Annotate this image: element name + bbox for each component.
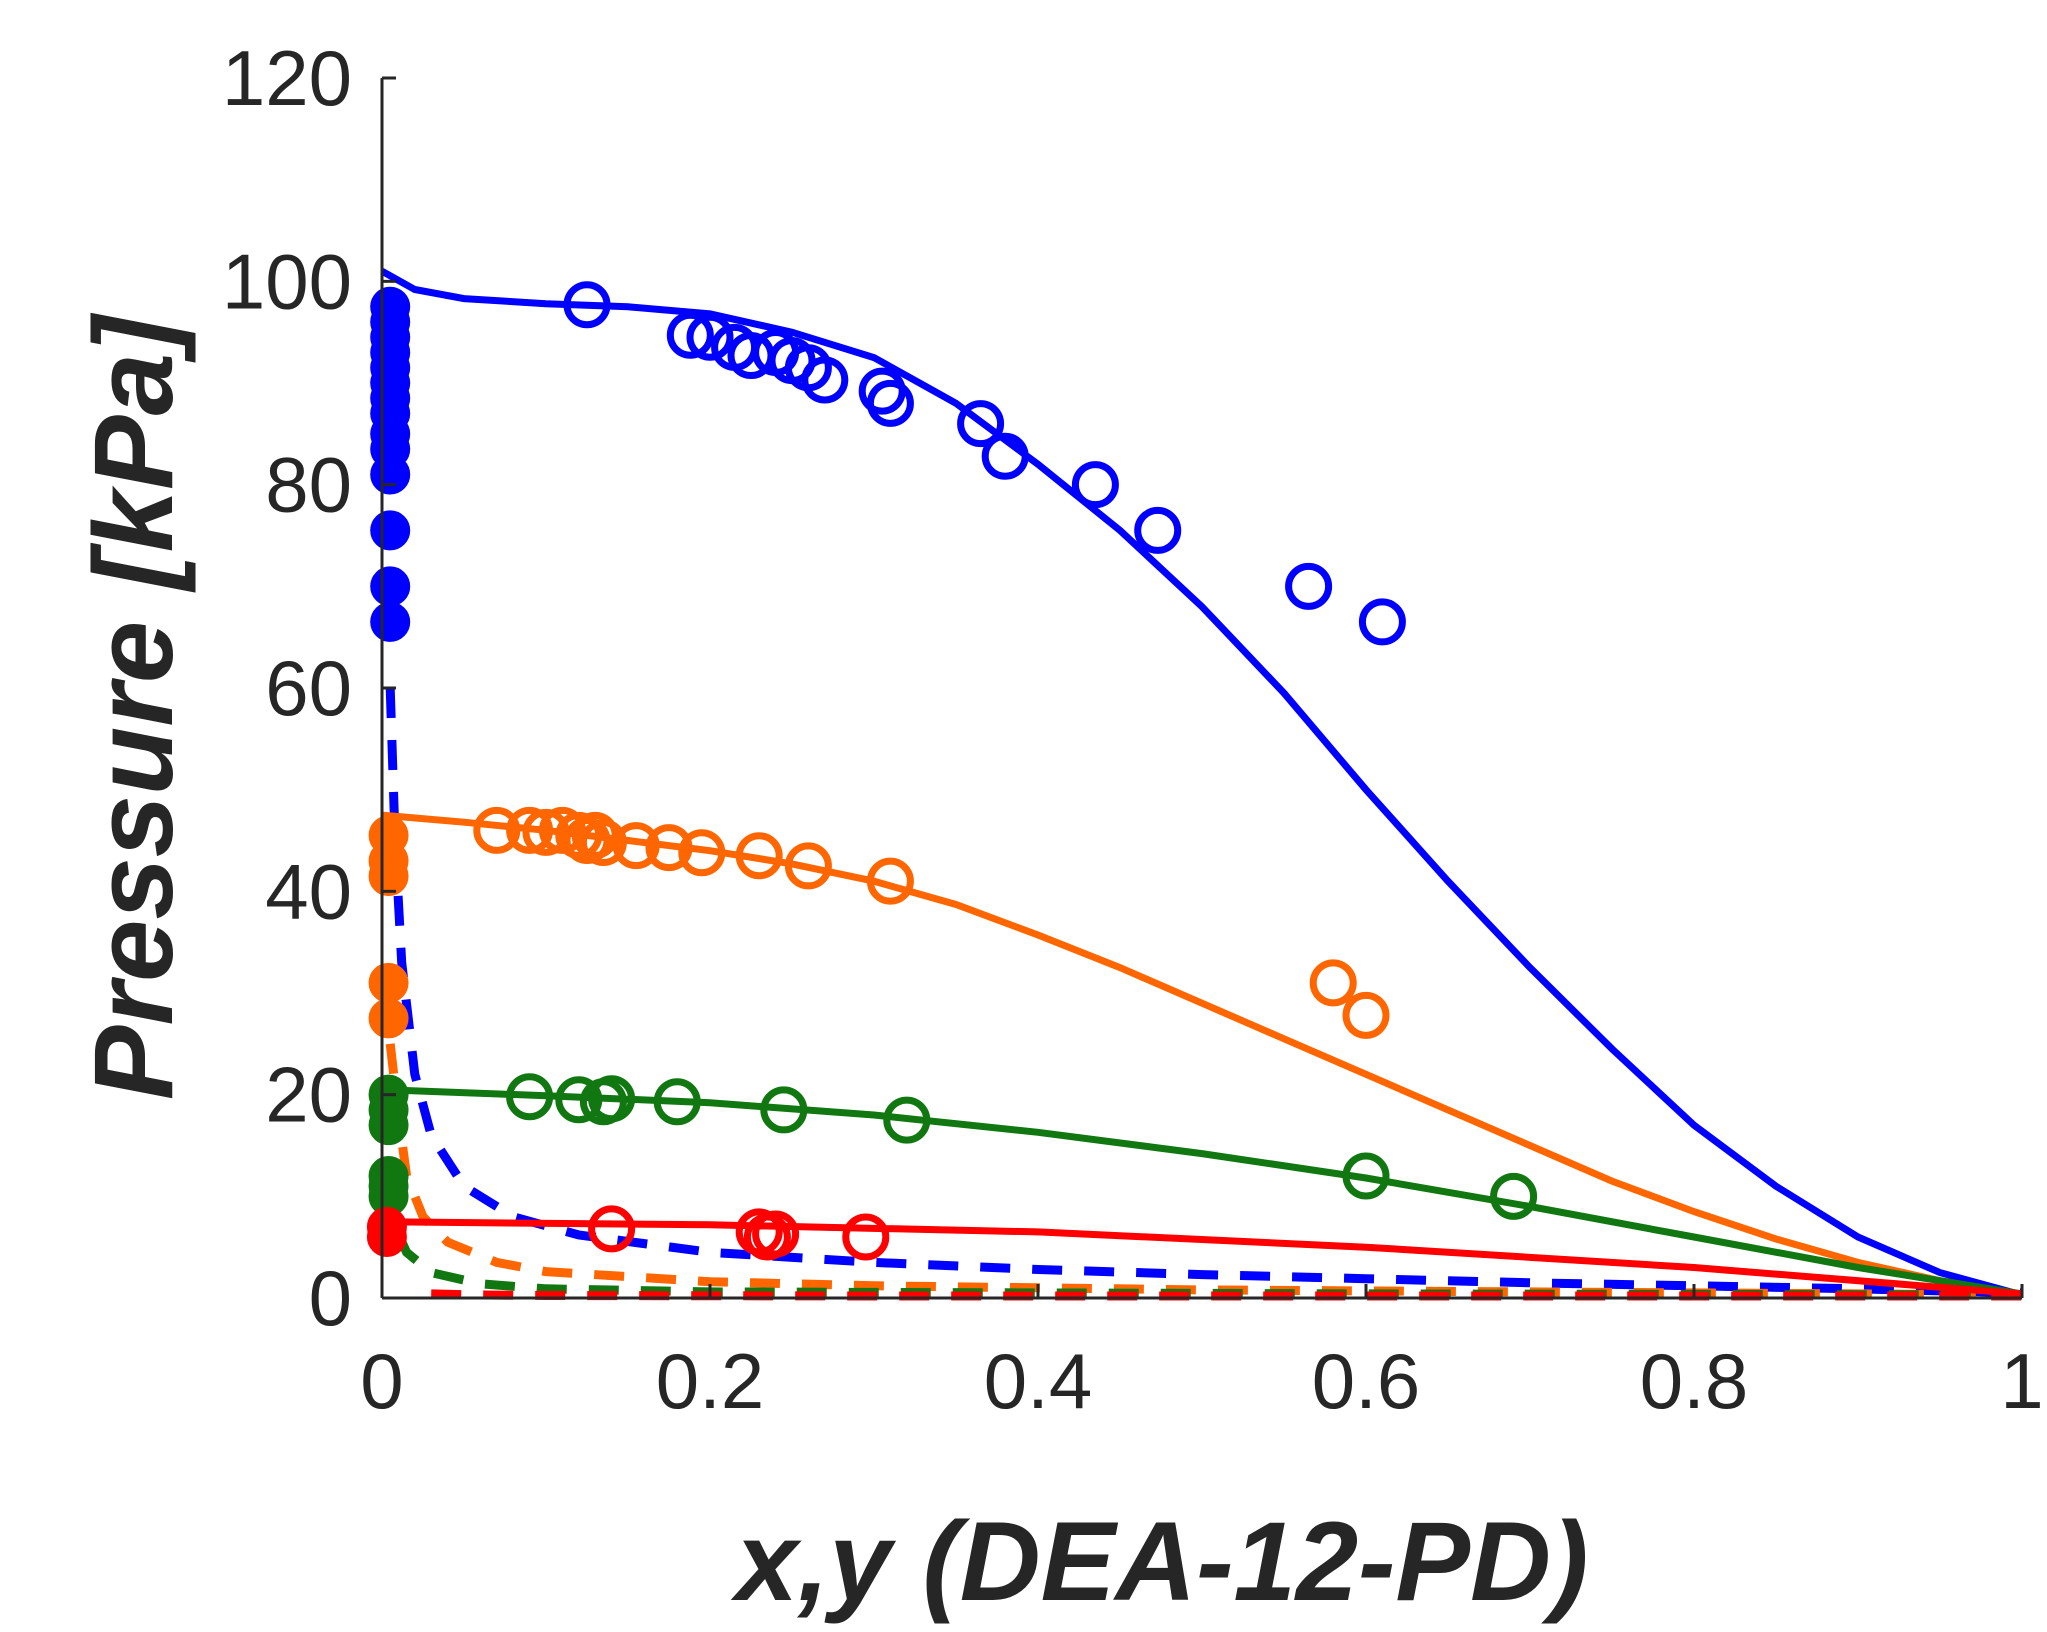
x-tick-label: 1 (2000, 1337, 2043, 1425)
liquid-point-orange (1309, 959, 1357, 1007)
liquid-point-green (653, 1078, 701, 1126)
plot-area (366, 268, 2023, 1301)
vapor-point-red (366, 1217, 407, 1257)
y-tick-label: 40 (265, 847, 352, 935)
liquid-point-blue (1134, 506, 1182, 554)
liquid-point-orange (473, 806, 521, 854)
liquid-point-green (555, 1076, 603, 1124)
liquid-point-blue (801, 356, 849, 404)
vapor-point-orange (368, 856, 409, 897)
liquid-point-orange (678, 829, 726, 877)
liquid-point-orange (506, 806, 554, 854)
liquid-point-orange (1342, 991, 1390, 1039)
liquid-point-orange (866, 857, 914, 905)
y-tick-label: 80 (265, 441, 352, 529)
liquid-point-orange (579, 819, 627, 867)
y-tick-label: 100 (222, 237, 352, 325)
vapor-point-blue (370, 601, 411, 642)
liquid-point-green (883, 1096, 931, 1144)
y-tick-label: 120 (222, 34, 352, 122)
liquid-point-orange (784, 842, 832, 890)
vapor-point-blue (370, 510, 411, 551)
x-tick-label: 0 (360, 1337, 403, 1425)
y-tick-label: 0 (309, 1254, 352, 1342)
liquid-point-green (588, 1075, 636, 1123)
y-tick-label: 60 (265, 644, 352, 732)
liquid-point-orange (612, 822, 660, 870)
vapor-point-blue (370, 566, 411, 607)
liquid-point-blue (957, 400, 1005, 448)
liquid-point-green (506, 1073, 554, 1121)
liquid-point-green (1490, 1172, 1538, 1220)
axes (380, 76, 2024, 1300)
liquid-point-blue (686, 313, 734, 361)
liquid-point-blue (981, 432, 1029, 480)
liquid-point-red (752, 1210, 800, 1258)
liquid-point-blue (563, 281, 611, 329)
liquid-point-orange (735, 832, 783, 880)
x-tick-label: 0.4 (984, 1337, 1092, 1425)
liquid-point-blue (666, 311, 714, 359)
x-tick-label: 0.2 (656, 1337, 764, 1425)
liquid-point-blue (1285, 562, 1333, 610)
liquid-point-red (842, 1213, 890, 1261)
liquid-point-red (588, 1205, 636, 1253)
tick-labels: 0 20 40 60 80 100 120 0 0.2 0.4 0.6 0.8 1 (222, 34, 2044, 1425)
vapor-point-orange (368, 998, 409, 1039)
x-tick-label: 0.8 (1640, 1337, 1748, 1425)
bubble-curve-blue (380, 268, 2023, 1299)
y-tick-label: 20 (265, 1051, 352, 1139)
vapor-point-orange (368, 962, 409, 1003)
x-tick-label: 0.6 (1312, 1337, 1420, 1425)
liquid-point-green (760, 1086, 808, 1134)
liquid-point-blue (1358, 598, 1406, 646)
liquid-point-blue (866, 379, 914, 427)
liquid-point-orange (645, 824, 693, 872)
y-axis-title: Pressure [kPa] (71, 312, 196, 1100)
vapor-point-green (368, 1105, 409, 1146)
liquid-point-green (1342, 1152, 1390, 1200)
x-axis-title: x,y (DEA-12-PD) (731, 1499, 1589, 1624)
liquid-point-blue (1071, 461, 1119, 509)
bubble-curve-red (381, 1218, 2023, 1298)
vapor-point-blue (370, 454, 411, 495)
